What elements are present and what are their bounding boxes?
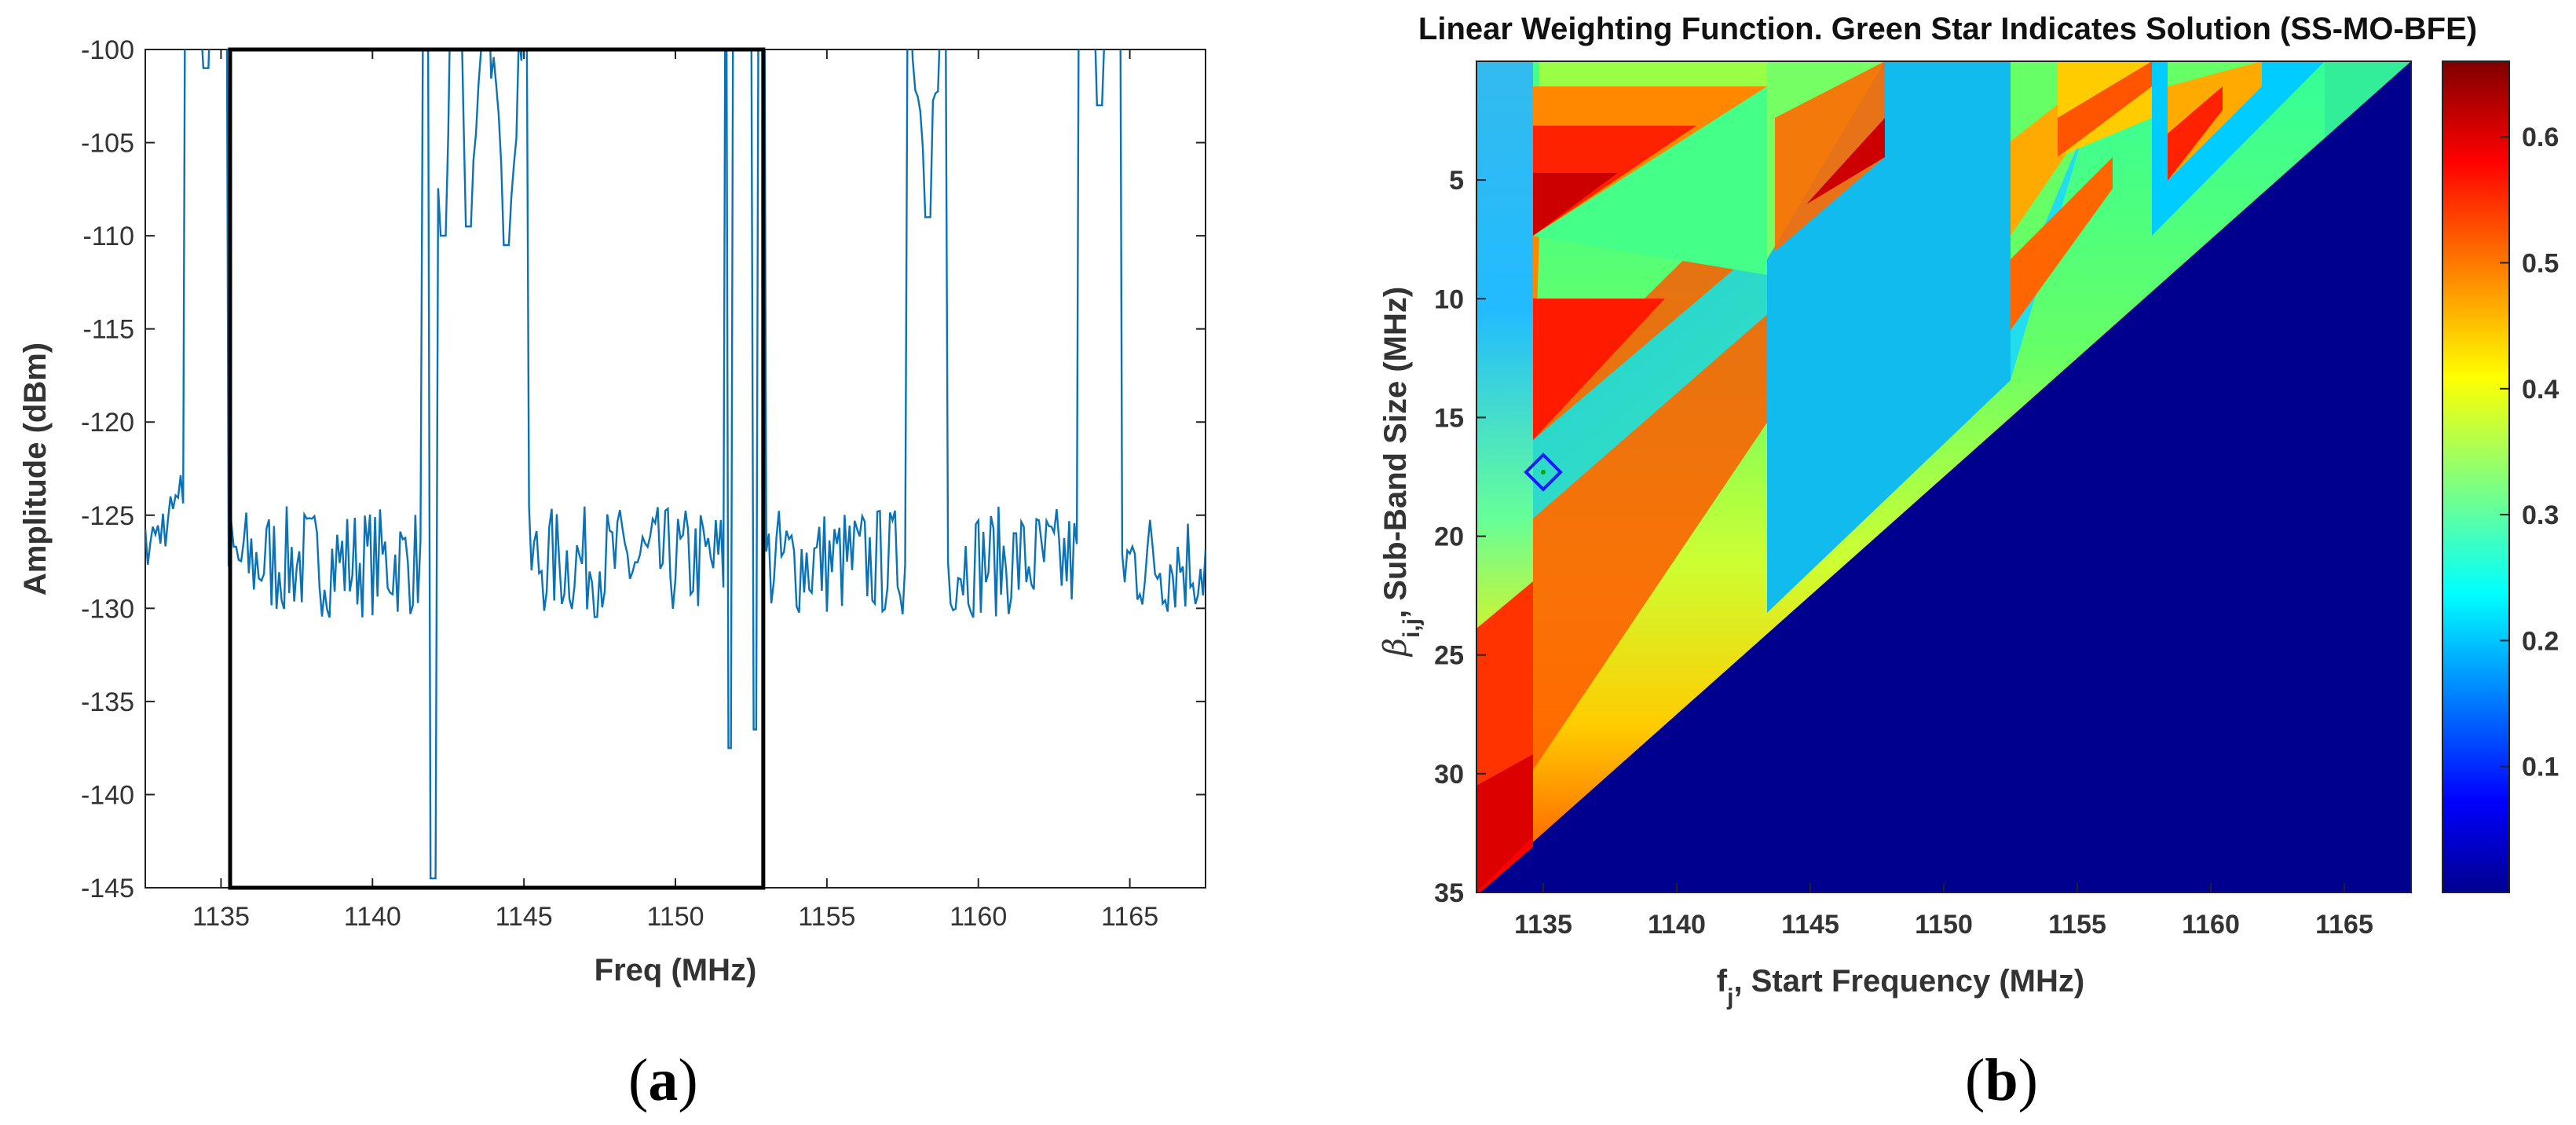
x-tick-label-b: 1150	[1915, 910, 1973, 940]
solution-diamond-marker	[1524, 453, 1563, 492]
y-tick-label-a: -105	[81, 129, 134, 159]
caption-b: (b)	[1965, 1047, 2038, 1113]
x-tick-label-b: 1165	[2315, 910, 2373, 940]
axis-ticks-a: 1135 1140 1145 1150 1155 1160 1165 -100 -105 -110…	[81, 35, 1206, 932]
colorbar-tick-label: 0.4	[2522, 375, 2559, 405]
heatmap-title: Linear Weighting Function. Green Star In…	[1418, 12, 2477, 46]
x-tick-label-a: 1135	[192, 902, 250, 932]
plot-area-a	[145, 49, 1206, 889]
y-axis-label-b: βi,j, Sub-Band Size (MHz)	[1378, 287, 1425, 658]
x-tick-label-a: 1160	[950, 902, 1007, 932]
x-tick-label-b: 1160	[2182, 910, 2240, 940]
y-tick-label-b: 35	[1434, 878, 1464, 908]
x-tick-label-b: 1155	[2048, 910, 2106, 940]
colorbar-tick-label: 0.1	[2522, 753, 2559, 782]
axis-ticks-b: 1135 1140 1145 1150 1155 1160 1165 5 10 15 20 25 30 3…	[1434, 166, 2373, 940]
x-tick-label-a: 1140	[344, 902, 401, 932]
colorbar	[2442, 60, 2510, 893]
selection-box	[228, 47, 766, 890]
y-tick-label-a: -135	[81, 687, 134, 717]
y-axis-label-a: Amplitude (dBm)	[18, 343, 53, 595]
colorbar-tick-label: 0.6	[2522, 123, 2559, 152]
y-tick-label-a: -115	[82, 315, 134, 345]
y-tick-label-b: 30	[1434, 760, 1464, 790]
x-tick-label-a: 1165	[1101, 902, 1158, 932]
x-tick-label-a: 1145	[496, 902, 553, 932]
y-tick-label-a: -140	[81, 780, 134, 810]
y-tick-label-a: -125	[81, 501, 134, 531]
colorbar-tick-label: 0.2	[2522, 626, 2559, 656]
colorbar-ticks: 0.1 0.2 0.3 0.4 0.5 0.6	[2500, 123, 2559, 782]
heatmap-image	[1476, 61, 2411, 892]
colorbar-tick-label: 0.5	[2522, 248, 2559, 278]
colorbar-tick-label: 0.3	[2522, 500, 2559, 530]
y-tick-label-a: -145	[81, 874, 134, 903]
x-axis-label-a: Freq (MHz)	[595, 953, 757, 988]
y-tick-label-a: -130	[81, 594, 134, 624]
y-tick-label-b: 5	[1449, 166, 1464, 196]
y-tick-label-b: 15	[1434, 403, 1464, 433]
x-tick-label-b: 1145	[1781, 910, 1839, 940]
x-tick-label-b: 1140	[1648, 910, 1706, 940]
y-tick-label-b: 25	[1434, 641, 1464, 671]
panel-b-heatmap: Linear Weighting Function. Green Star In…	[1378, 12, 2559, 1113]
y-tick-label-b: 10	[1434, 284, 1464, 314]
caption-a: (a)	[628, 1047, 698, 1113]
panel-a-line-chart: 1135 1140 1145 1150 1155 1160 1165 -100 -105 -110…	[18, 35, 1206, 1113]
x-tick-label-a: 1150	[646, 902, 704, 932]
x-axis-label-b: fj, Start Frequency (MHz)	[1717, 964, 2084, 1010]
y-tick-label-a: -110	[82, 222, 134, 251]
x-tick-label-b: 1135	[1514, 910, 1572, 940]
y-tick-label-a: -120	[81, 408, 134, 438]
spectrum-series-line	[145, 49, 1206, 880]
y-tick-label-b: 20	[1434, 522, 1464, 552]
x-tick-label-a: 1155	[798, 902, 855, 932]
y-tick-label-a: -100	[81, 35, 134, 65]
